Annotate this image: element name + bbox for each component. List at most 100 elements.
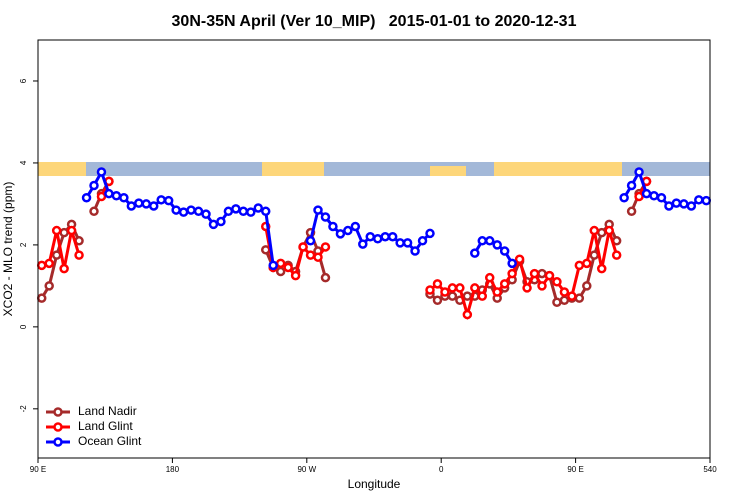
data-point xyxy=(89,180,99,191)
data-point xyxy=(626,180,637,191)
data-point xyxy=(268,260,278,271)
data-point xyxy=(201,209,211,219)
data-point xyxy=(432,295,443,305)
data-point xyxy=(679,199,689,209)
data-point xyxy=(671,198,682,208)
data-point xyxy=(156,195,166,205)
data-point xyxy=(66,225,77,236)
y-tick-label: 0 xyxy=(19,324,28,329)
data-point xyxy=(186,205,196,215)
data-point xyxy=(36,260,47,271)
data-point xyxy=(290,270,301,281)
data-point xyxy=(455,283,465,293)
data-point xyxy=(634,191,644,202)
data-point xyxy=(119,193,129,203)
x-tick-label: 180 xyxy=(166,465,180,474)
legend-label: Ocean Glint xyxy=(78,434,142,448)
data-point xyxy=(619,193,629,203)
data-point xyxy=(656,193,667,203)
data-point xyxy=(51,225,62,236)
data-point xyxy=(141,199,152,209)
data-point xyxy=(492,240,502,250)
data-point xyxy=(313,252,323,262)
data-point xyxy=(365,231,376,242)
data-point xyxy=(89,206,99,217)
data-point xyxy=(582,258,592,269)
data-point xyxy=(552,297,562,308)
data-point xyxy=(634,167,644,177)
data-point xyxy=(470,248,480,258)
data-point xyxy=(574,293,585,303)
data-point xyxy=(596,263,607,274)
data-point xyxy=(358,239,368,249)
data-point xyxy=(111,190,122,201)
x-tick-label: 90 W xyxy=(297,465,316,474)
y-axis-label: XCO2 - MLO trend (ppm) xyxy=(1,182,15,317)
data-point xyxy=(514,254,525,264)
data-point xyxy=(402,238,413,248)
data-point xyxy=(462,309,473,320)
data-point xyxy=(611,250,622,260)
data-point xyxy=(432,279,443,289)
data-point xyxy=(343,225,353,236)
data-point xyxy=(216,216,226,227)
data-point xyxy=(335,229,346,239)
data-point xyxy=(484,272,495,283)
data-point xyxy=(260,206,271,217)
data-point xyxy=(417,236,428,246)
data-point xyxy=(447,283,458,293)
data-point xyxy=(425,285,435,295)
data-point xyxy=(275,266,286,277)
y-tick-label: 2 xyxy=(19,242,28,247)
land-band xyxy=(38,162,86,176)
data-point xyxy=(163,195,174,206)
data-point xyxy=(470,283,480,293)
data-point xyxy=(134,198,144,208)
series-line xyxy=(85,168,707,266)
data-point xyxy=(253,203,264,213)
data-point xyxy=(238,206,249,217)
x-tick-label: 540 xyxy=(703,465,717,474)
data-point xyxy=(559,295,570,305)
data-point xyxy=(694,195,704,205)
data-point xyxy=(36,293,47,303)
data-point xyxy=(686,201,697,211)
data-point xyxy=(567,291,577,301)
data-point xyxy=(589,225,600,236)
data-point xyxy=(492,287,502,297)
y-tick-label: -2 xyxy=(19,405,28,413)
data-point xyxy=(499,279,510,289)
data-point xyxy=(477,236,488,246)
data-point xyxy=(74,250,84,260)
data-point xyxy=(484,236,495,246)
data-point xyxy=(320,212,331,222)
data-point xyxy=(477,291,488,301)
data-point xyxy=(298,242,308,252)
data-point xyxy=(596,227,607,238)
land-band xyxy=(494,162,622,176)
data-point xyxy=(59,263,69,274)
legend-label: Land Glint xyxy=(78,419,133,433)
land-band xyxy=(430,166,466,176)
data-point xyxy=(701,195,712,206)
data-point xyxy=(529,268,540,279)
data-point xyxy=(231,204,241,214)
data-point xyxy=(171,205,181,215)
data-point xyxy=(178,207,189,217)
data-point xyxy=(425,228,435,239)
data-point xyxy=(51,250,62,260)
data-point xyxy=(649,190,659,201)
data-point xyxy=(387,231,398,242)
data-point xyxy=(320,242,331,252)
plot-area xyxy=(36,167,712,321)
legend-marker xyxy=(53,422,63,432)
legend-label: Land Nadir xyxy=(78,404,137,418)
data-point xyxy=(641,188,652,199)
data-point xyxy=(208,219,219,230)
plot-frame xyxy=(37,39,711,459)
data-point xyxy=(328,221,338,232)
data-point xyxy=(559,287,570,297)
x-tick-label: 0 xyxy=(439,465,444,474)
data-point xyxy=(440,287,450,297)
data-point xyxy=(283,262,293,273)
